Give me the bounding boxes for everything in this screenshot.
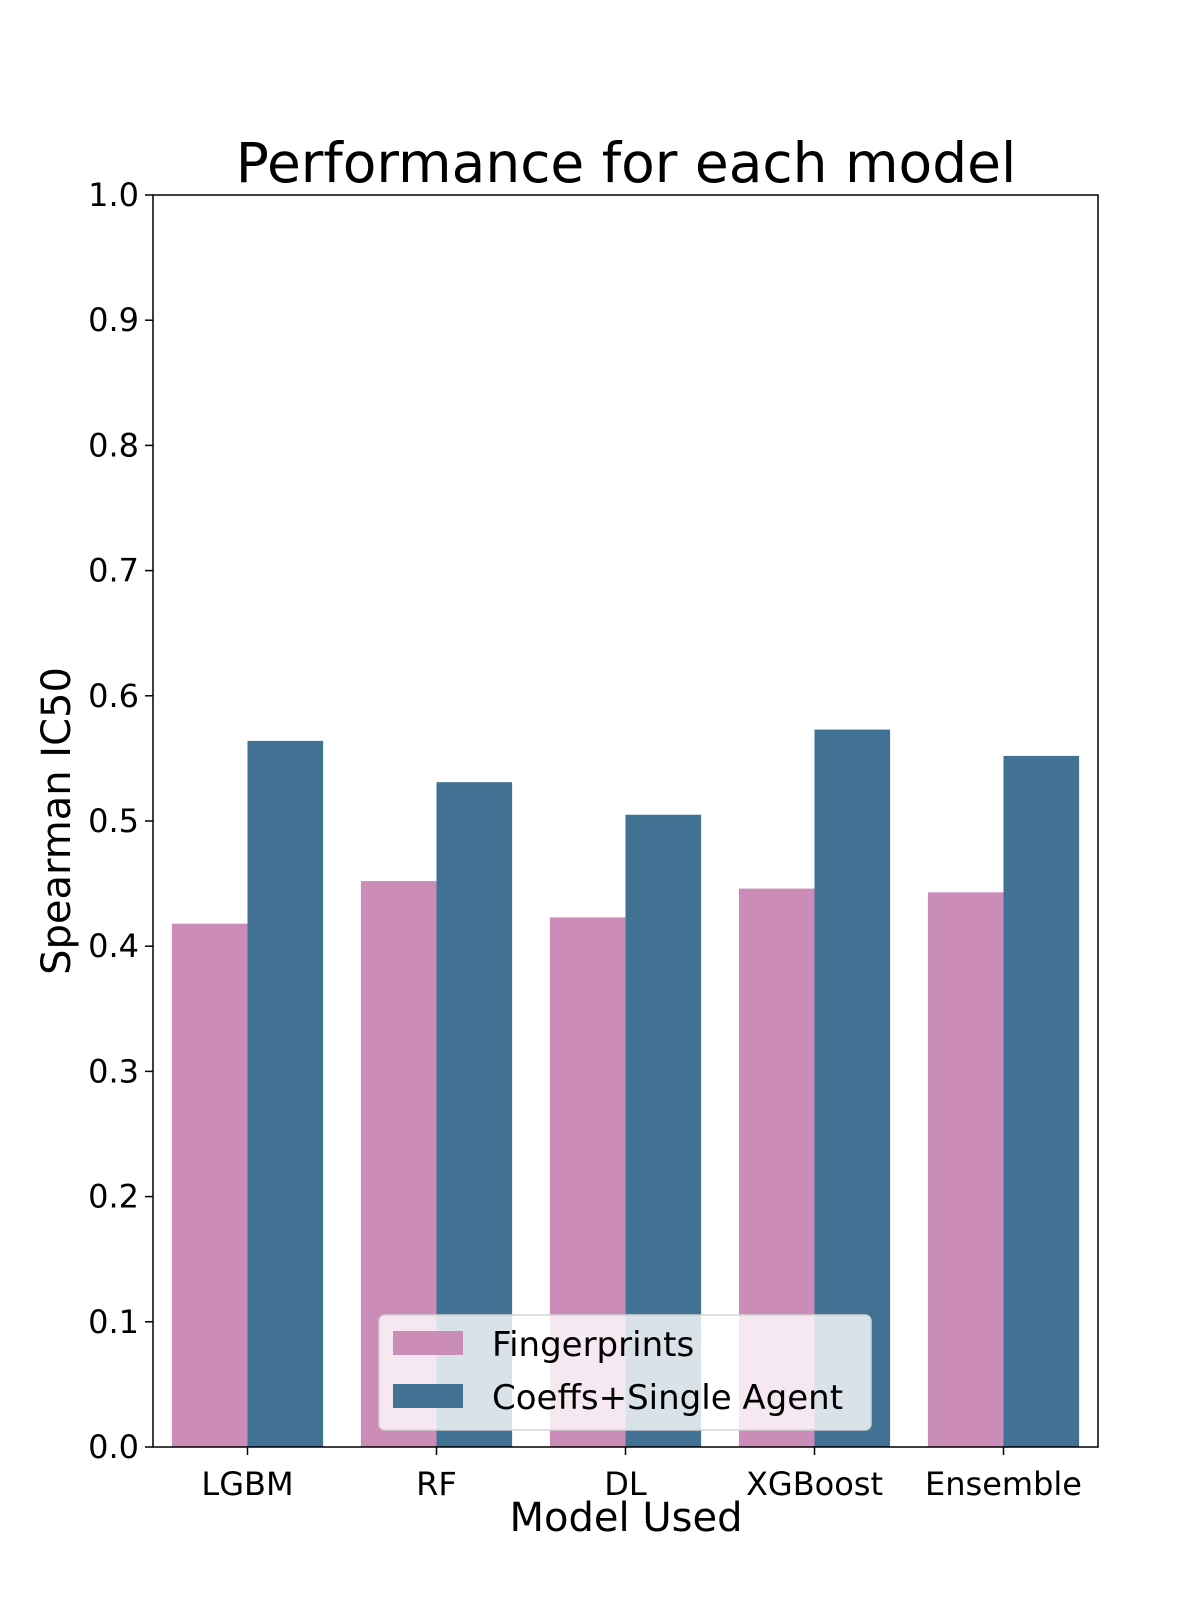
legend-swatch [393,1384,463,1408]
bar-ensemble-series-2 [1003,755,1080,1447]
x-tick-label-lgbm: LGBM [201,1465,293,1503]
x-tick-label-ensemble: Ensemble [925,1465,1082,1503]
x-tick-label-dl: DL [604,1465,647,1503]
chart-title: Performance for each model [236,131,1017,195]
y-tick-label: 0.1 [88,1303,139,1341]
y-tick-label: 0.8 [88,426,139,464]
y-tick-label: 0.7 [88,552,139,590]
y-tick-label: 0.4 [88,927,139,965]
y-tick-label: 0.6 [88,677,139,715]
y-tick-label: 1.0 [88,176,139,214]
y-tick-label: 0.0 [88,1428,139,1466]
y-tick-label: 0.9 [88,301,139,339]
y-tick-label: 0.5 [88,802,139,840]
bar-lgbm-series-1 [171,923,248,1447]
legend-box [378,1314,872,1431]
x-axis: LGBM RF DL XGBoost Ensemble [201,1447,1082,1503]
y-axis-label: Spearman IC50 [34,667,80,975]
bar-lgbm-series-2 [247,740,324,1447]
x-axis-label: Model Used [510,1495,743,1541]
bar-ensemble-series-1 [927,892,1004,1447]
legend-label: Coeffs+Single Agent [492,1378,843,1418]
x-tick-label-rf: RF [416,1465,457,1503]
y-tick-label: 0.3 [88,1052,139,1090]
legend-swatch [393,1331,463,1355]
x-tick-label-xgboost: XGBoost [746,1465,883,1503]
y-axis: 0.0 0.1 0.2 0.3 0.4 0.5 0.6 0.7 0.8 0.9 1.0 [88,176,153,1466]
legend: Fingerprints Coeffs+Single Agent [378,1314,872,1431]
legend-label: Fingerprints [492,1325,694,1365]
y-tick-label: 0.2 [88,1178,139,1216]
